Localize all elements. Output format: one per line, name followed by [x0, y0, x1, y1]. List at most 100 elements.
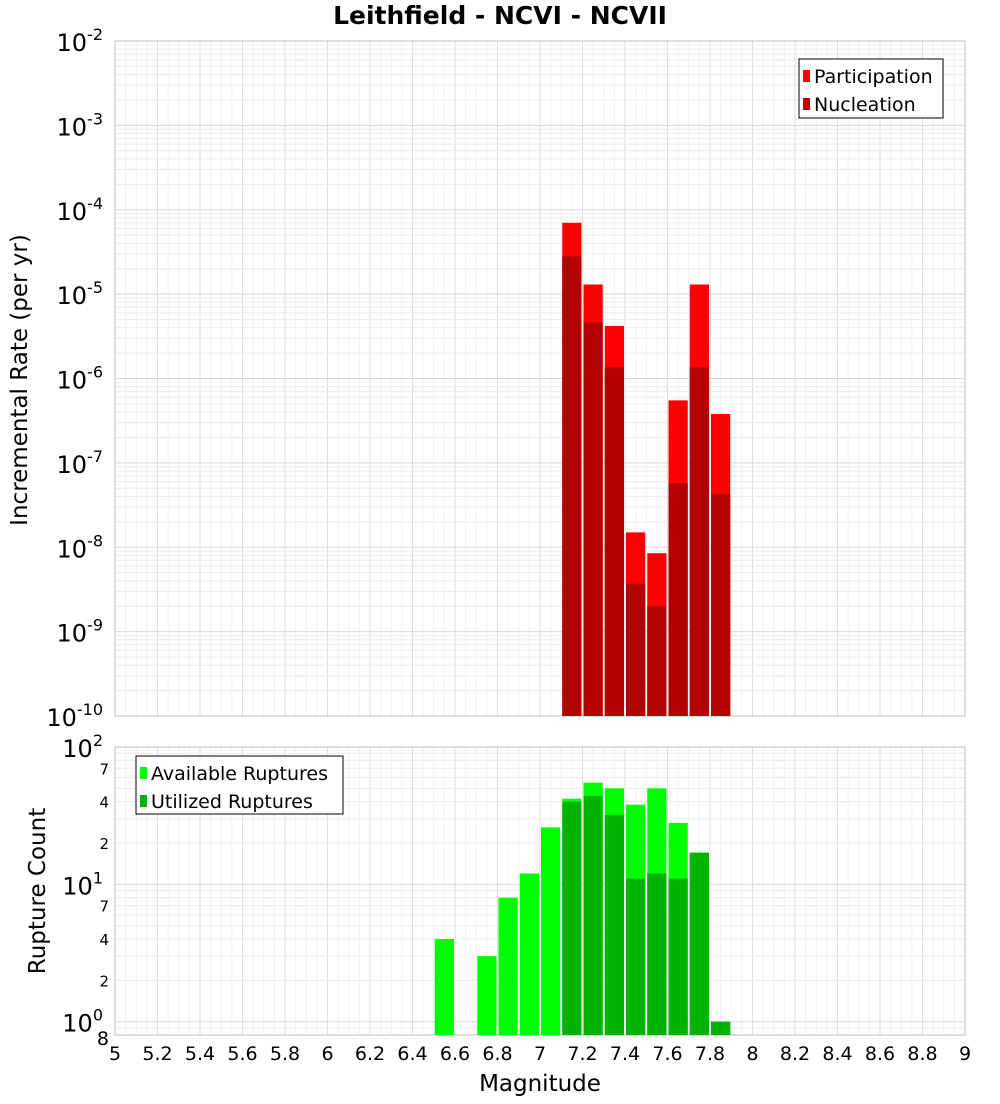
x-tick-label: 8.8	[907, 1043, 937, 1065]
top-y-tick-base: 10	[57, 113, 88, 141]
top-y-tick-exp: -10	[77, 700, 103, 719]
x-tick-label: 5	[109, 1043, 121, 1065]
top-y-tick-base: 10	[57, 535, 88, 563]
bottom-plot-border	[114, 746, 966, 1036]
bottom-legend-swatch	[140, 795, 147, 807]
bottom-y-tick-label: 102	[62, 731, 103, 763]
x-axis-title: Magnitude	[479, 1071, 601, 1097]
top-bar-nucleation	[689, 367, 709, 716]
top-y-tick-label: 10-8	[57, 531, 104, 563]
top-y-tick-exp: -6	[87, 363, 103, 382]
top-y-tick-exp: -9	[87, 616, 103, 635]
bottom-bar-utilized-ruptures	[668, 878, 688, 1035]
bottom-bar-utilized-ruptures	[583, 795, 603, 1035]
bottom-bar-utilized-ruptures	[689, 852, 709, 1035]
top-y-tick-base: 10	[57, 198, 88, 226]
top-y-axis-title: Incremental Rate (per yr)	[7, 234, 33, 526]
top-plot-border	[114, 40, 966, 717]
x-tick-label: 6	[321, 1043, 333, 1065]
x-tick-label: 7.8	[695, 1043, 725, 1065]
x-tick-label: 6.2	[355, 1043, 385, 1065]
bottom-y-tick-exp: 1	[93, 868, 103, 887]
bottom-bar-available-ruptures	[477, 956, 497, 1035]
x-tick-label: 7.4	[610, 1043, 640, 1065]
x-tick-label: 5.8	[270, 1043, 300, 1065]
bottom-y-tick-base: 10	[62, 872, 93, 900]
bottom-y-tick-base: 10	[62, 735, 93, 763]
x-tick-label: 8.4	[822, 1043, 852, 1065]
top-legend-label: Nucleation	[814, 94, 916, 116]
bottom-bar-available-ruptures	[434, 939, 454, 1035]
top-y-tick-exp: -7	[87, 447, 103, 466]
top-y-tick-exp: -2	[87, 25, 103, 44]
top-legend-box	[798, 58, 944, 119]
x-tick-label: 6.8	[482, 1043, 512, 1065]
bottom-legend-label: Utilized Ruptures	[151, 791, 313, 813]
bottom-y-tick-base: 10	[62, 1010, 93, 1038]
bottom-bar-available-ruptures	[541, 827, 561, 1035]
x-tick-label: 6.4	[397, 1043, 427, 1065]
bottom-y-tick-label: 2	[99, 835, 109, 853]
x-tick-label: 5.6	[227, 1043, 257, 1065]
top-bar-nucleation	[647, 606, 667, 716]
top-bar-nucleation	[711, 493, 731, 716]
x-tick-label: 8.2	[780, 1043, 810, 1065]
bottom-legend-label: Available Ruptures	[151, 763, 328, 785]
bottom-y-tick-label: 4	[99, 794, 109, 812]
top-y-tick-base: 10	[57, 282, 88, 310]
bottom-bar-utilized-ruptures	[711, 1021, 731, 1035]
top-y-tick-base: 10	[57, 367, 88, 395]
top-bar-nucleation	[604, 367, 624, 716]
top-y-tick-exp: -3	[87, 109, 103, 128]
top-y-tick-base: 10	[57, 29, 88, 57]
bottom-bar-utilized-ruptures	[604, 814, 624, 1035]
top-bar-nucleation	[668, 483, 688, 716]
x-tick-label: 7	[534, 1043, 546, 1065]
bottom-bar-available-ruptures	[519, 873, 539, 1035]
top-bar-nucleation	[562, 256, 582, 716]
top-y-tick-base: 10	[57, 451, 88, 479]
bottom-y-tick-label: 7	[99, 898, 109, 916]
top-y-tick-exp: -8	[87, 531, 103, 550]
chart-title: Leithfield - NCVI - NCVII	[333, 1, 667, 30]
bottom-y-tick-label: 4	[99, 931, 109, 949]
bottom-y-tick-label: 2	[99, 972, 109, 990]
x-tick-label: 9	[959, 1043, 971, 1065]
top-y-tick-exp: -5	[87, 278, 103, 297]
x-tick-label: 7.2	[567, 1043, 597, 1065]
bottom-bar-utilized-ruptures	[626, 878, 646, 1035]
bottom-y-tick-exp: 2	[93, 731, 103, 750]
x-tick-label: 5.4	[185, 1043, 215, 1065]
bottom-y-tick-exp: 0	[93, 1006, 103, 1025]
top-y-tick-label: 10-10	[46, 700, 103, 732]
x-tick-label: 6.6	[440, 1043, 470, 1065]
bottom-y-axis-title: Rupture Count	[25, 808, 51, 974]
bottom-bar-utilized-ruptures	[562, 801, 582, 1035]
top-y-tick-label: 10-4	[57, 194, 104, 226]
bottom-y-tick-label: 101	[62, 868, 103, 900]
top-y-tick-label: 10-6	[57, 363, 104, 395]
top-y-tick-base: 10	[57, 620, 88, 648]
top-y-tick-label: 10-3	[57, 109, 104, 141]
bottom-y-tick-label: 7	[99, 760, 109, 778]
top-y-tick-label: 10-2	[57, 25, 104, 57]
top-bar-nucleation	[626, 583, 646, 716]
x-tick-label: 8	[746, 1043, 758, 1065]
bottom-bar-utilized-ruptures	[647, 873, 667, 1035]
x-tick-label: 8.6	[865, 1043, 895, 1065]
top-legend-swatch	[803, 70, 810, 82]
x-tick-label: 7.6	[652, 1043, 682, 1065]
bottom-legend-box	[135, 755, 344, 815]
x-tick-label: 5.2	[142, 1043, 172, 1065]
top-legend-swatch	[803, 98, 810, 110]
top-bar-nucleation	[583, 322, 603, 716]
top-legend-label: Participation	[814, 66, 933, 88]
top-y-tick-label: 10-5	[57, 278, 104, 310]
top-y-tick-label: 10-7	[57, 447, 104, 479]
top-y-tick-label: 10-9	[57, 616, 104, 648]
bottom-y-tick-label: 8	[97, 1028, 109, 1050]
top-y-tick-base: 10	[46, 704, 77, 732]
bottom-bar-available-ruptures	[498, 897, 518, 1035]
